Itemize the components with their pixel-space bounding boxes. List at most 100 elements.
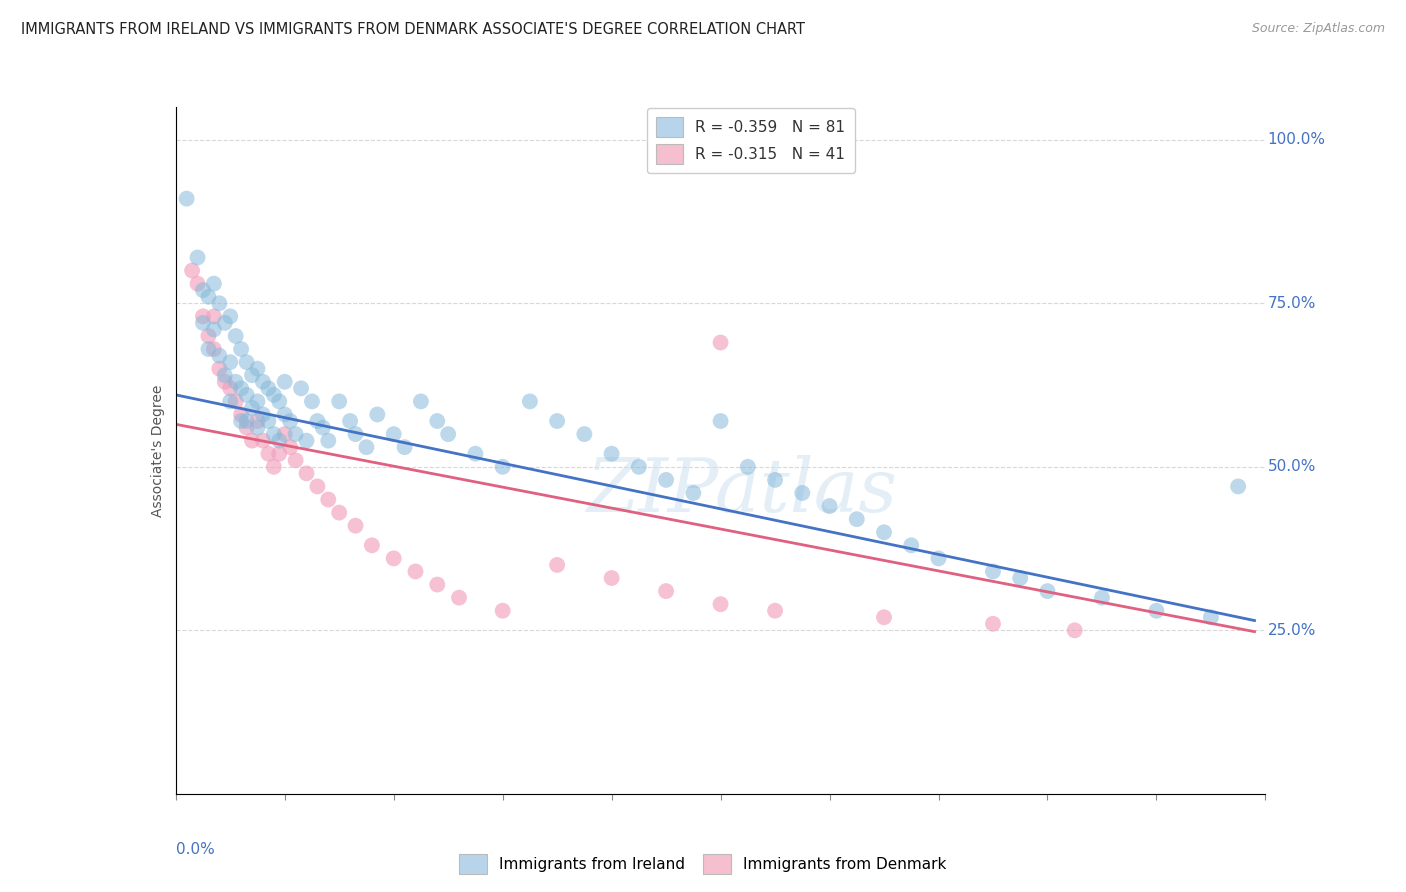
Point bbox=[263, 459, 285, 474]
Point bbox=[655, 473, 678, 487]
Point bbox=[278, 440, 301, 454]
Point bbox=[405, 565, 427, 579]
Point bbox=[284, 453, 307, 467]
Point bbox=[492, 604, 515, 618]
Point bbox=[246, 394, 269, 409]
Point bbox=[202, 277, 225, 291]
Point bbox=[235, 388, 257, 402]
Point bbox=[263, 427, 285, 442]
Point bbox=[295, 434, 318, 448]
Point bbox=[328, 506, 350, 520]
Point bbox=[437, 427, 460, 442]
Text: 50.0%: 50.0% bbox=[1268, 459, 1316, 475]
Text: IMMIGRANTS FROM IRELAND VS IMMIGRANTS FROM DENMARK ASSOCIATE'S DEGREE CORRELATIO: IMMIGRANTS FROM IRELAND VS IMMIGRANTS FR… bbox=[21, 22, 806, 37]
Point bbox=[394, 440, 416, 454]
Point bbox=[219, 310, 242, 324]
Point bbox=[231, 342, 253, 356]
Point bbox=[447, 591, 470, 605]
Point bbox=[307, 414, 329, 428]
Point bbox=[240, 434, 263, 448]
Text: ZIPatlas: ZIPatlas bbox=[586, 456, 898, 528]
Point bbox=[202, 310, 225, 324]
Point bbox=[382, 551, 405, 566]
Point bbox=[301, 394, 323, 409]
Point bbox=[252, 408, 274, 422]
Point bbox=[235, 355, 257, 369]
Point bbox=[318, 492, 340, 507]
Point bbox=[231, 381, 253, 395]
Legend: Immigrants from Ireland, Immigrants from Denmark: Immigrants from Ireland, Immigrants from… bbox=[453, 848, 953, 880]
Point bbox=[981, 565, 1004, 579]
Point bbox=[191, 310, 214, 324]
Point bbox=[307, 479, 329, 493]
Point bbox=[208, 296, 231, 310]
Text: 25.0%: 25.0% bbox=[1268, 623, 1316, 638]
Point bbox=[763, 473, 786, 487]
Point bbox=[328, 394, 350, 409]
Point bbox=[263, 388, 285, 402]
Point bbox=[257, 381, 280, 395]
Point bbox=[231, 414, 253, 428]
Point bbox=[252, 434, 274, 448]
Point bbox=[928, 551, 950, 566]
Point bbox=[1227, 479, 1250, 493]
Point bbox=[202, 342, 225, 356]
Point bbox=[274, 375, 297, 389]
Point bbox=[269, 434, 291, 448]
Text: 100.0%: 100.0% bbox=[1268, 132, 1326, 147]
Point bbox=[208, 349, 231, 363]
Point bbox=[710, 335, 733, 350]
Point bbox=[360, 538, 382, 552]
Point bbox=[295, 467, 318, 481]
Point bbox=[682, 486, 704, 500]
Point bbox=[197, 342, 219, 356]
Point bbox=[981, 616, 1004, 631]
Point bbox=[278, 414, 301, 428]
Point bbox=[269, 447, 291, 461]
Point bbox=[231, 408, 253, 422]
Point bbox=[1199, 610, 1222, 624]
Point bbox=[269, 394, 291, 409]
Point bbox=[873, 525, 896, 540]
Point bbox=[197, 290, 219, 304]
Legend: R = -0.359   N = 81, R = -0.315   N = 41: R = -0.359 N = 81, R = -0.315 N = 41 bbox=[647, 108, 855, 173]
Point bbox=[409, 394, 432, 409]
Point bbox=[208, 361, 231, 376]
Point bbox=[600, 571, 623, 585]
Point bbox=[197, 329, 219, 343]
Point bbox=[519, 394, 541, 409]
Point bbox=[710, 414, 733, 428]
Point bbox=[225, 375, 247, 389]
Point bbox=[191, 316, 214, 330]
Point bbox=[252, 375, 274, 389]
Y-axis label: Associate's Degree: Associate's Degree bbox=[150, 384, 165, 516]
Point bbox=[600, 447, 623, 461]
Point bbox=[246, 361, 269, 376]
Point bbox=[290, 381, 312, 395]
Point bbox=[225, 329, 247, 343]
Point bbox=[382, 427, 405, 442]
Point bbox=[356, 440, 378, 454]
Point bbox=[366, 408, 388, 422]
Point bbox=[710, 597, 733, 611]
Point bbox=[284, 427, 307, 442]
Text: 75.0%: 75.0% bbox=[1268, 296, 1316, 310]
Point bbox=[627, 459, 650, 474]
Point bbox=[546, 414, 568, 428]
Point bbox=[312, 420, 335, 434]
Point bbox=[246, 420, 269, 434]
Point bbox=[792, 486, 814, 500]
Point bbox=[464, 447, 486, 461]
Point bbox=[344, 427, 367, 442]
Point bbox=[344, 518, 367, 533]
Point bbox=[1144, 604, 1167, 618]
Point bbox=[900, 538, 922, 552]
Point bbox=[655, 584, 678, 599]
Point bbox=[214, 316, 236, 330]
Point bbox=[202, 322, 225, 336]
Point bbox=[339, 414, 361, 428]
Point bbox=[181, 263, 204, 277]
Point bbox=[1036, 584, 1059, 599]
Point bbox=[546, 558, 568, 572]
Point bbox=[426, 577, 449, 591]
